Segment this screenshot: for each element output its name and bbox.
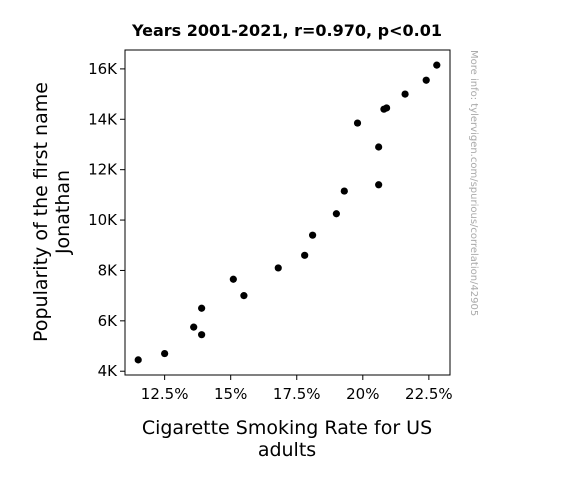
data-point xyxy=(240,292,248,300)
x-axis-label-line: adults xyxy=(258,439,316,461)
data-point xyxy=(353,119,362,127)
y-tick-label: 4K xyxy=(98,362,119,380)
data-point xyxy=(198,331,206,339)
data-point xyxy=(301,251,309,259)
data-point xyxy=(161,349,169,358)
data-point xyxy=(274,264,282,272)
y-axis-label: Popularity of the first name Jonathan xyxy=(30,82,74,342)
data-point xyxy=(309,231,317,239)
data-point xyxy=(340,187,348,195)
x-tick-label: 12.5% xyxy=(141,385,189,403)
data-points xyxy=(134,61,441,364)
y-axis-label-line: Popularity of the first name xyxy=(30,82,52,342)
data-point xyxy=(190,323,198,331)
x-axis-label-line: Cigarette Smoking Rate for US xyxy=(142,417,432,439)
data-point xyxy=(433,61,441,69)
data-point xyxy=(375,143,383,151)
data-point xyxy=(332,210,340,218)
watermark-text: More info: tylervigen.com/spurious/corre… xyxy=(468,50,479,316)
y-tick-label: 14K xyxy=(88,110,118,128)
data-point xyxy=(380,105,388,113)
x-tick-label: 17.5% xyxy=(273,385,321,403)
y-tick-label: 6K xyxy=(98,312,119,330)
data-point xyxy=(229,275,237,283)
axis-ticks: 12.5% 15% 17.5% 20% 22.5% 4K 6K 8K 10K 12K 14K 16K xyxy=(88,60,453,403)
y-tick-label: 10K xyxy=(88,211,118,229)
y-axis-label-line: Jonathan xyxy=(52,170,74,255)
x-tick-label: 20% xyxy=(346,385,379,403)
y-tick-label: 12K xyxy=(88,161,118,179)
chart-title: Years 2001-2021, r=0.970, p<0.01 xyxy=(131,21,442,40)
x-tick-label: 15% xyxy=(214,385,247,403)
data-point xyxy=(198,304,206,312)
y-tick-label: 16K xyxy=(88,60,118,78)
data-point xyxy=(134,356,142,364)
data-point xyxy=(375,181,383,189)
x-tick-label: 22.5% xyxy=(405,385,453,403)
y-tick-label: 8K xyxy=(98,261,119,279)
plot-frame xyxy=(124,49,451,376)
data-point xyxy=(422,76,430,84)
data-point xyxy=(401,90,409,98)
